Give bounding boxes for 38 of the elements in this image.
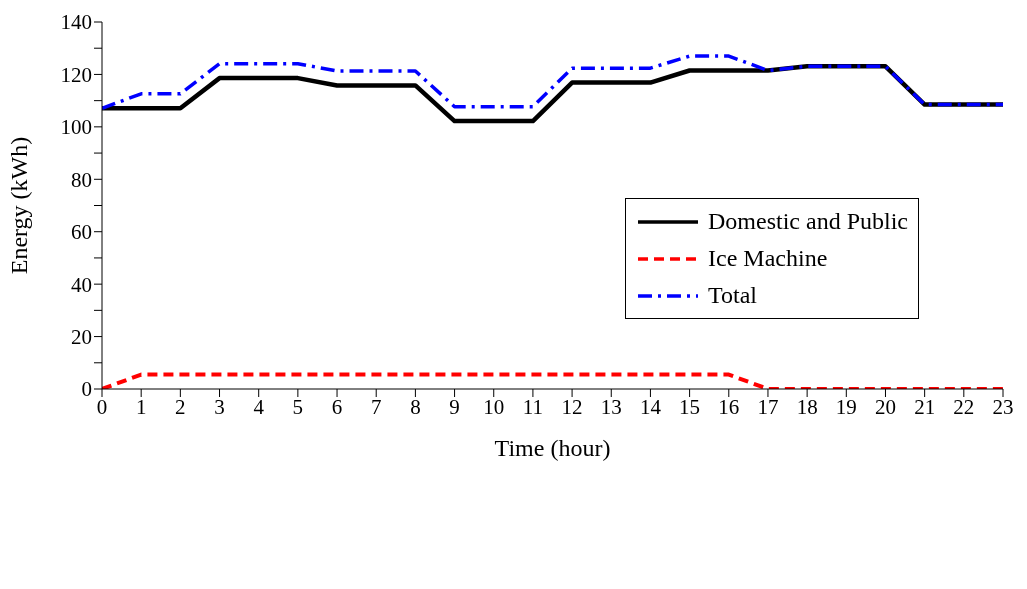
x-tick-label: 1 <box>135 394 147 419</box>
legend-label: Ice Machine <box>708 245 828 272</box>
x-tick-label: 21 <box>914 394 936 419</box>
y-tick-label: 0 <box>81 377 92 402</box>
x-tick-label: 8 <box>410 394 421 419</box>
x-tick-label: 7 <box>370 394 382 419</box>
x-tick-label: 2 <box>175 394 186 419</box>
x-tick-label: 15 <box>679 394 701 419</box>
x-tick-label: 14 <box>639 394 662 419</box>
y-tick-label: 120 <box>60 62 92 87</box>
x-tick-label: 9 <box>449 394 460 419</box>
x-tick-label: 17 <box>757 394 779 419</box>
y-axis-title: Energy (kWh) <box>5 136 32 275</box>
y-tick-label: 80 <box>71 167 92 192</box>
x-tick-label: 20 <box>874 394 896 419</box>
x-tick-label: 12 <box>561 394 583 419</box>
y-tick-label: 20 <box>71 325 92 350</box>
legend-label: Domestic and Public <box>708 208 908 235</box>
x-tick-label: 23 <box>992 394 1014 419</box>
y-tick-label: 100 <box>60 115 92 140</box>
x-tick-label: 18 <box>796 394 818 419</box>
x-tick-label: 11 <box>522 394 544 419</box>
x-tick-label: 10 <box>483 394 505 419</box>
x-tick-label: 22 <box>953 394 975 419</box>
x-tick-label: 6 <box>331 394 343 419</box>
line-series <box>102 54 1003 110</box>
y-tick-label: 60 <box>71 220 92 245</box>
x-axis-title: Time (hour) <box>494 435 611 461</box>
x-tick-label: 0 <box>96 394 108 419</box>
x-tick-label: 5 <box>292 394 304 419</box>
x-tick-label: 13 <box>600 394 622 419</box>
y-tick-label: 40 <box>71 272 92 297</box>
x-tick-label: 16 <box>718 394 740 419</box>
legend-label: Total <box>708 282 758 309</box>
y-tick-label: 140 <box>60 10 92 35</box>
x-tick-label: 4 <box>253 394 265 419</box>
x-tick-label: 3 <box>214 394 225 419</box>
x-tick-label: 19 <box>835 394 857 419</box>
